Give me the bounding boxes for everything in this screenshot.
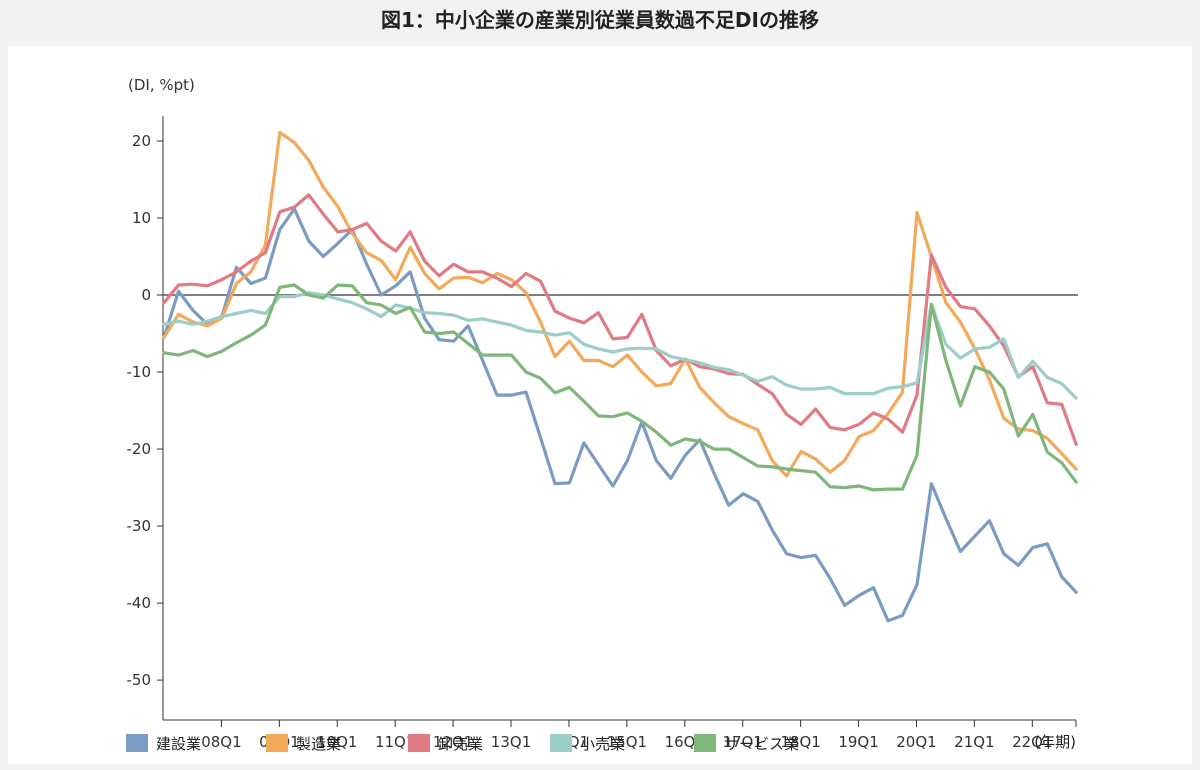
line-chart: (DI, %pt)20100-10-20-30-40-5008Q109Q110Q…	[126, 76, 1078, 753]
x-tick-label: 22Q1	[1012, 733, 1052, 751]
x-tick-label: 11Q1	[375, 733, 415, 751]
x-tick-label: 13Q1	[491, 733, 531, 751]
y-tick-label: 0	[141, 286, 151, 304]
y-tick-label: 20	[132, 132, 151, 150]
legend-swatch	[550, 734, 572, 752]
x-tick-label: 18Q1	[780, 733, 820, 751]
legend-swatch	[126, 734, 148, 752]
series-line-サービス業	[162, 283, 1078, 492]
x-tick-label: 20Q1	[896, 733, 936, 751]
y-axis-label: (DI, %pt)	[128, 76, 195, 94]
y-tick-label: -20	[127, 440, 152, 458]
series-line-建設業	[162, 207, 1078, 623]
legend-label: 建設業	[156, 735, 201, 753]
x-tick-label: 12Q1	[433, 733, 473, 751]
x-tick-label: 19Q1	[838, 733, 878, 751]
x-tick-label: 17Q1	[722, 733, 762, 751]
x-tick-label: 21Q1	[954, 733, 994, 751]
x-axis-label: (年期)	[1034, 733, 1076, 751]
y-tick-label: -40	[127, 594, 152, 612]
series-line-製造業	[162, 130, 1078, 478]
x-tick-label: 15Q1	[607, 733, 647, 751]
legend-swatch	[694, 734, 716, 752]
chart-title: 図1：中小企業の産業別従業員数過不足DIの推移	[381, 8, 819, 32]
y-tick-label: -10	[127, 363, 152, 381]
legend-label: サービス業	[724, 735, 799, 753]
x-tick-label: 08Q1	[201, 733, 241, 751]
legend-label: 製造業	[296, 735, 341, 753]
y-tick-label: 10	[132, 209, 151, 227]
legend-swatch	[408, 734, 430, 752]
legend-swatch	[266, 734, 288, 752]
legend-label: 卸売業	[438, 735, 483, 753]
series-line-小売業	[162, 291, 1078, 400]
y-tick-label: -50	[127, 671, 152, 689]
x-tick-label: 10Q1	[317, 733, 357, 751]
chart-panel: (DI, %pt)20100-10-20-30-40-5008Q109Q110Q…	[8, 46, 1192, 764]
legend-label: 小売業	[580, 735, 625, 753]
y-tick-label: -30	[127, 517, 152, 535]
series-line-卸売業	[162, 193, 1078, 446]
